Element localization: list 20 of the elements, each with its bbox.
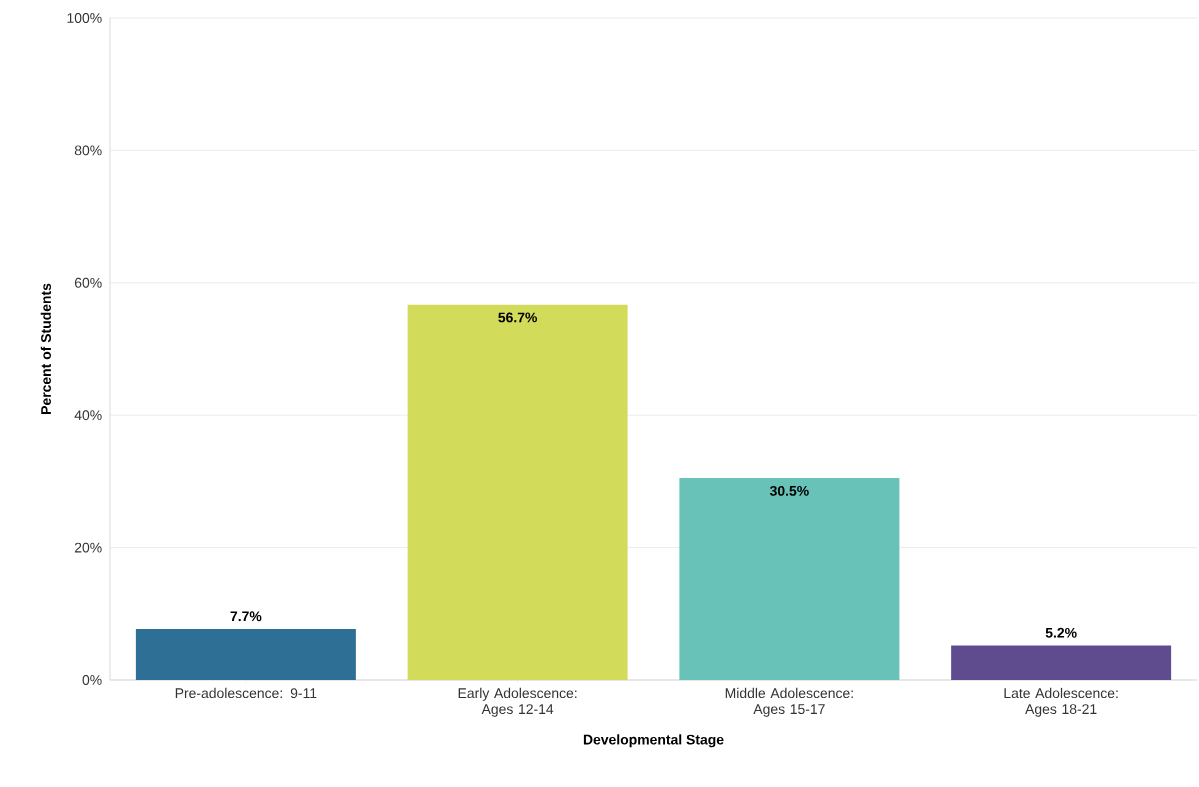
x-tick-label: Pre-adolescence: 9-11 xyxy=(175,687,317,699)
data-label: 30.5% xyxy=(769,485,809,496)
x-tick-label: Middle Adolescence: Ages 15-17 xyxy=(725,687,853,717)
x-tick-label: Early Adolescence: Ages 12-14 xyxy=(458,687,577,717)
y-axis-title: Percent of Students xyxy=(40,283,51,414)
y-tick-label: 80% xyxy=(74,145,102,156)
y-tick-label: 60% xyxy=(74,277,102,288)
data-label: 5.2% xyxy=(1045,627,1077,638)
bar xyxy=(951,645,1172,680)
bar xyxy=(407,304,628,680)
y-tick-label: 0% xyxy=(82,675,102,685)
bar xyxy=(679,478,900,680)
data-label: 7.7% xyxy=(230,611,262,622)
y-tick-label: 100% xyxy=(67,13,102,23)
data-label: 56.7% xyxy=(498,312,538,323)
y-tick-label: 20% xyxy=(74,542,102,553)
x-axis-title: Developmental Stage xyxy=(583,734,724,748)
y-tick-label: 40% xyxy=(74,410,102,421)
bar xyxy=(135,629,356,680)
x-tick-label: Late Adolescence: Ages 18-21 xyxy=(1004,687,1118,717)
